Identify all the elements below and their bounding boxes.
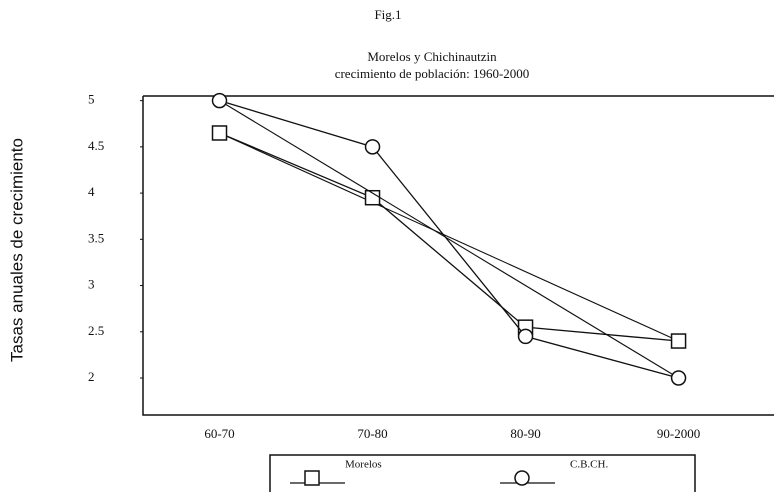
marker [517, 328, 534, 345]
legend-label: C.B.CH. [570, 459, 608, 471]
x-tick-label: 80-90 [510, 426, 540, 441]
y-tick-label: 5 [88, 92, 95, 107]
legend-marker [304, 470, 320, 486]
y-tick-label: 3 [88, 277, 95, 292]
trend-line [219, 132, 679, 342]
series-line [219, 132, 679, 342]
y-tick-label: 2.5 [88, 323, 104, 338]
x-tick-label: 70-80 [357, 426, 387, 441]
x-tick-label: 60-70 [204, 426, 234, 441]
y-axis-label: Tasas anuales de crecimiento [7, 138, 26, 362]
marker [364, 139, 381, 155]
legend-label: Morelos [345, 459, 382, 471]
y-tick-label: 4 [88, 184, 95, 199]
marker [211, 125, 228, 141]
legend-box [269, 454, 696, 492]
y-tick-label: 4.5 [88, 138, 104, 153]
marker [670, 333, 687, 349]
y-tick-label: 3.5 [88, 230, 104, 245]
x-tick-label: 90-2000 [657, 426, 700, 441]
trend-line [219, 100, 679, 379]
axes [142, 96, 774, 416]
marker [670, 370, 687, 386]
series-line [219, 100, 679, 379]
figure-label: Fig.1 [374, 7, 401, 22]
y-tick-label: 2 [88, 369, 95, 384]
marker [211, 92, 228, 109]
chart-title: Morelos y Chichinautzin [367, 49, 497, 64]
legend-marker [514, 470, 530, 486]
chart-subtitle: crecimiento de población: 1960-2000 [335, 66, 530, 81]
